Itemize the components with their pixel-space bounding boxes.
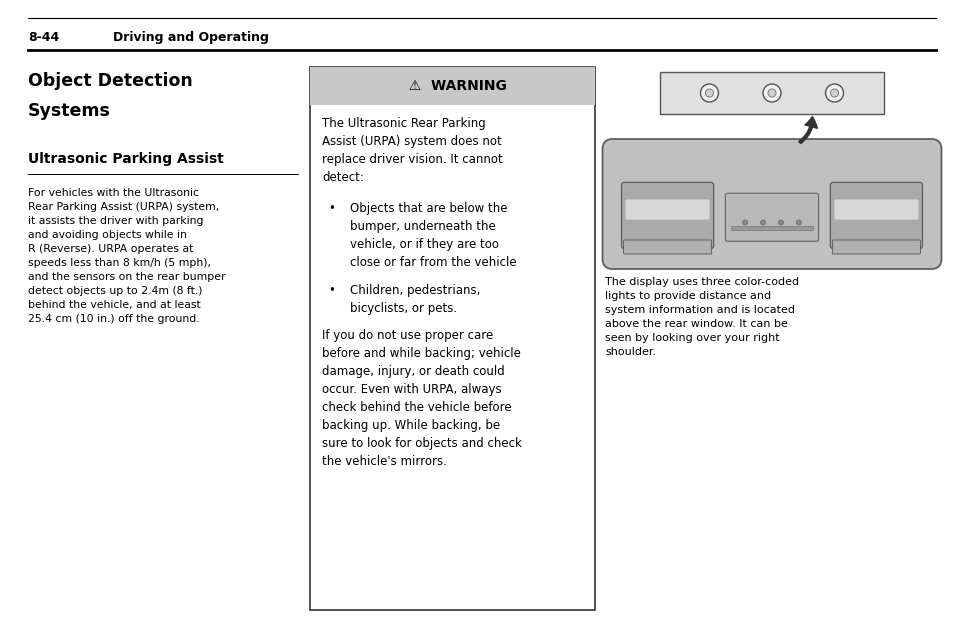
Circle shape xyxy=(824,84,842,102)
Text: If you do not use proper care
before and while backing; vehicle
damage, injury, : If you do not use proper care before and… xyxy=(322,329,521,468)
Text: Ultrasonic Parking Assist: Ultrasonic Parking Assist xyxy=(28,152,224,166)
Text: 8-44: 8-44 xyxy=(28,31,59,45)
Circle shape xyxy=(742,220,747,225)
Text: Children, pedestrians,
bicyclists, or pets.: Children, pedestrians, bicyclists, or pe… xyxy=(350,284,480,315)
Text: ⚠  WARNING: ⚠ WARNING xyxy=(398,79,506,93)
FancyBboxPatch shape xyxy=(625,200,709,219)
Circle shape xyxy=(767,89,775,97)
Text: Driving and Operating: Driving and Operating xyxy=(112,31,269,45)
FancyBboxPatch shape xyxy=(623,240,711,254)
Circle shape xyxy=(700,84,718,102)
Bar xyxy=(731,225,812,230)
Text: •: • xyxy=(328,202,335,215)
Circle shape xyxy=(830,89,838,97)
Text: Object Detection: Object Detection xyxy=(28,72,193,90)
FancyBboxPatch shape xyxy=(724,193,818,241)
Text: The display uses three color-coded
lights to provide distance and
system informa: The display uses three color-coded light… xyxy=(604,277,799,357)
Text: Objects that are below the
bumper, underneath the
vehicle, or if they are too
cl: Objects that are below the bumper, under… xyxy=(350,202,517,269)
FancyBboxPatch shape xyxy=(832,240,920,254)
FancyBboxPatch shape xyxy=(834,200,918,219)
FancyBboxPatch shape xyxy=(620,182,713,249)
Bar xyxy=(310,67,595,610)
Circle shape xyxy=(762,84,781,102)
FancyArrowPatch shape xyxy=(799,117,817,144)
Circle shape xyxy=(796,220,801,225)
Bar xyxy=(659,72,882,114)
Bar xyxy=(310,67,595,105)
Circle shape xyxy=(760,220,764,225)
Text: The Ultrasonic Rear Parking
Assist (URPA) system does not
replace driver vision.: The Ultrasonic Rear Parking Assist (URPA… xyxy=(322,117,502,184)
Circle shape xyxy=(704,89,713,97)
Circle shape xyxy=(778,220,782,225)
Text: For vehicles with the Ultrasonic
Rear Parking Assist (URPA) system,
it assists t: For vehicles with the Ultrasonic Rear Pa… xyxy=(28,188,225,324)
Text: •: • xyxy=(328,284,335,297)
FancyBboxPatch shape xyxy=(829,182,922,249)
Text: Systems: Systems xyxy=(28,102,111,120)
FancyBboxPatch shape xyxy=(602,139,941,269)
